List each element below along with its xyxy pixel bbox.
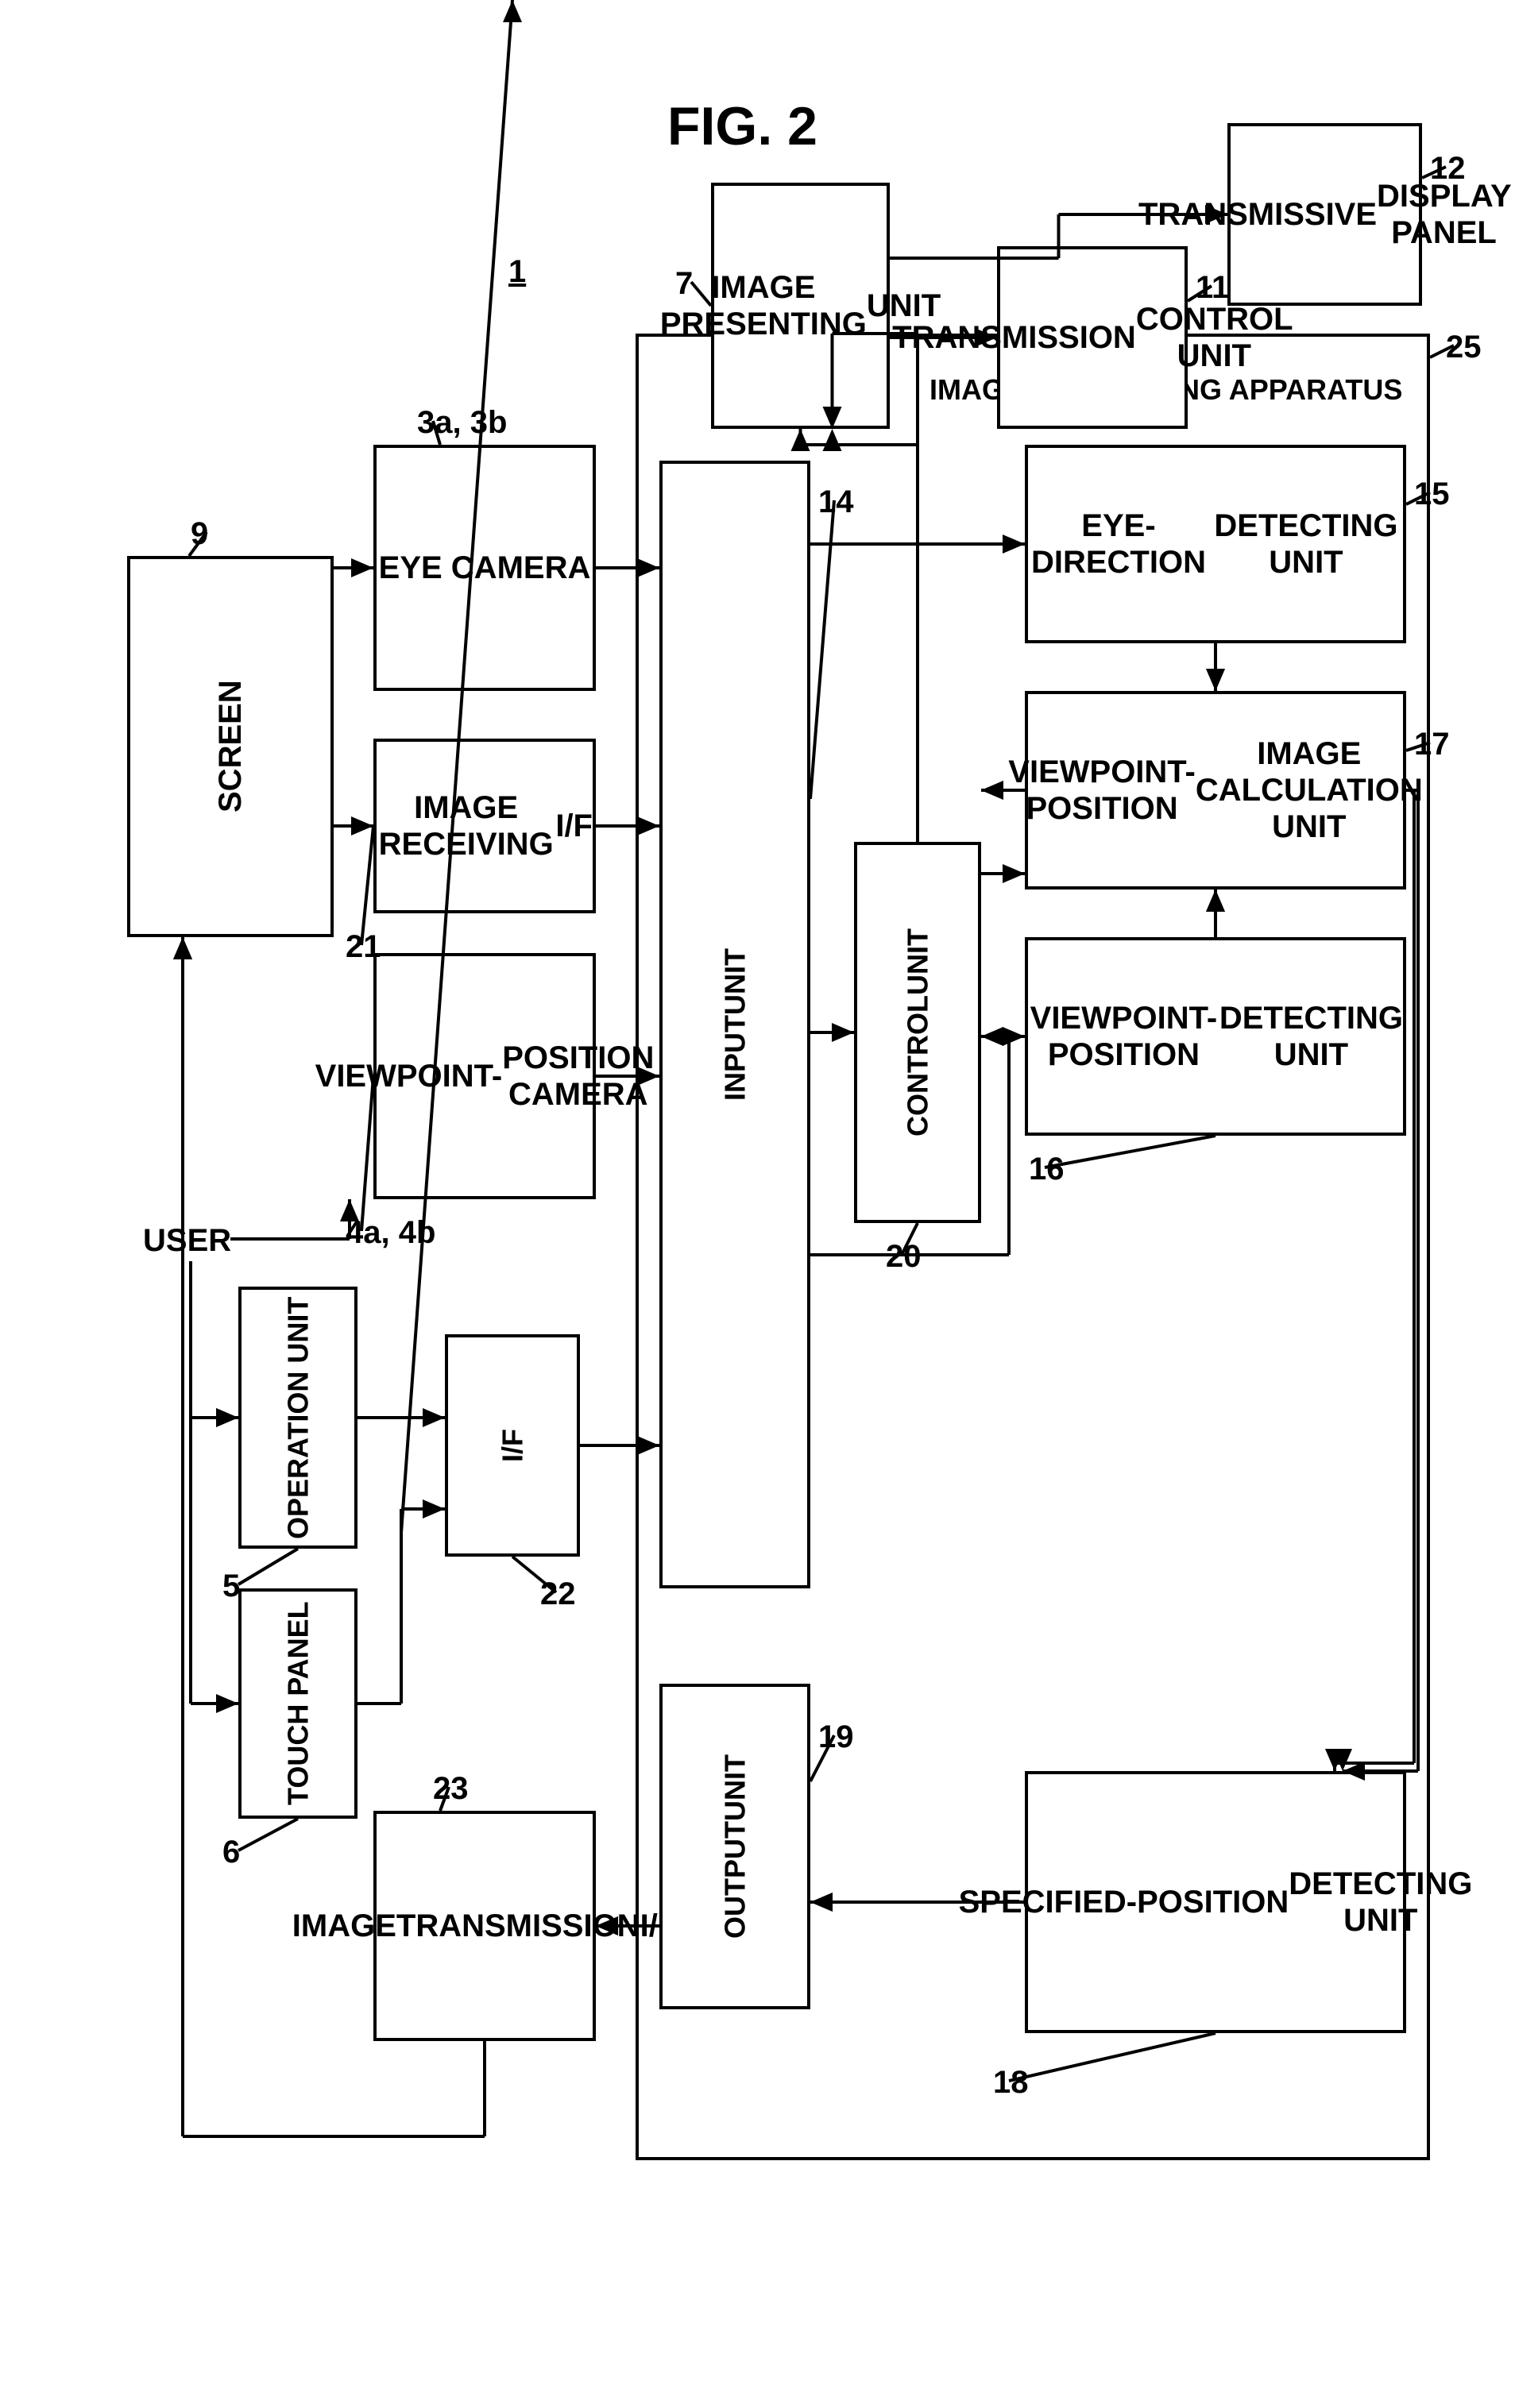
num-vp-camera: 4a, 4b [346,1215,435,1251]
num-presenting: 7 [675,266,693,302]
num-vp-detect: 16 [1029,1152,1065,1187]
num-if: 22 [540,1576,576,1612]
spec-pos-block: SPECIFIED-POSITIONDETECTING UNIT [1025,1771,1406,2033]
touch-panel-block: TOUCH PANEL [238,1588,357,1819]
num-touch-panel: 6 [222,1835,240,1870]
user-label: USER [143,1223,231,1259]
input-unit-block: INPUTUNIT [659,461,810,1588]
image-rx-if-block: IMAGE RECEIVINGI/F [373,739,596,913]
tx-ctrl-block: TRANSMISSIONCONTROL UNIT [997,246,1188,429]
num-control-unit: 20 [886,1239,922,1275]
eye-camera-block: EYE CAMERA [373,445,596,691]
page: FIG. 2 1 IMAGE PROCESSING APPARATUS 25 U… [0,0,1515,2408]
num-vp-calc: 17 [1414,727,1450,762]
screen-block: SCREEN [127,556,334,937]
num-output-unit: 19 [818,1719,854,1755]
num-eye-camera: 3a, 3b [417,405,507,441]
num-tx-ctrl: 11 [1196,270,1229,306]
num-image-rx-if: 21 [346,929,381,965]
vp-detect-block: VIEWPOINT-POSITIONDETECTING UNIT [1025,937,1406,1136]
num-screen: 9 [191,516,208,552]
num-spec-pos: 18 [993,2065,1029,2101]
figure-title: FIG. 2 [667,95,817,157]
num-input-unit: 14 [818,484,854,520]
transmissive-block: TRANSMISSIVEDISPLAY PANEL [1227,123,1422,306]
output-unit-block: OUTPUTUNIT [659,1684,810,2009]
presenting-block: IMAGE PRESENTINGUNIT [711,183,890,429]
vp-camera-block: VIEWPOINT-POSITION CAMERA [373,953,596,1199]
operation-unit-block: OPERATION UNIT [238,1287,357,1549]
num-img-tx-if: 23 [433,1771,469,1807]
control-unit-block: CONTROLUNIT [854,842,981,1223]
num-op-unit: 5 [222,1569,240,1604]
eye-dir-block: EYE-DIRECTIONDETECTING UNIT [1025,445,1406,643]
num-transmissive: 12 [1430,151,1466,187]
vp-calc-block: VIEWPOINT-POSITIONIMAGE CALCULATION UNIT [1025,691,1406,889]
apparatus-num: 25 [1446,330,1482,365]
if-block: I/F [445,1334,580,1557]
system-id: 1 [508,254,526,290]
img-tx-if-block: IMAGETRANSMISSIONI/F [373,1811,596,2041]
num-eye-dir: 15 [1414,477,1450,512]
